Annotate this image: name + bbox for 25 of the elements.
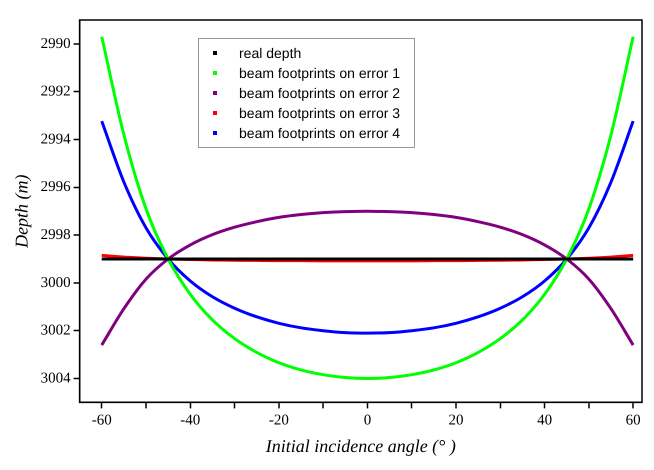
y-tick-label: 2990 <box>40 36 71 52</box>
legend-label: beam footprints on error 4 <box>239 124 400 143</box>
y-tick-label: 2996 <box>40 179 72 196</box>
y-tick-label: 3004 <box>40 370 72 386</box>
x-tick-label: 20 <box>448 412 464 428</box>
x-tick-label: 40 <box>537 412 552 428</box>
x-tick-label: -40 <box>180 412 200 428</box>
y-axis-title: Depth (m) <box>12 174 32 249</box>
y-tick-label: 2992 <box>40 84 71 100</box>
line-series <box>100 120 635 335</box>
x-tick-label: -20 <box>268 412 289 428</box>
x-tick-label: 60 <box>626 412 641 428</box>
legend-label: beam footprints on error 1 <box>239 64 400 83</box>
x-axis-title: Initial incidence angle (° ) <box>264 436 456 456</box>
y-tick-label: 2998 <box>40 227 71 244</box>
legend-label: beam footprints on error 3 <box>239 104 400 123</box>
x-tick-label: 0 <box>364 412 372 428</box>
y-tick-label: 3002 <box>40 322 71 339</box>
legend-label: beam footprints on error 2 <box>239 84 400 103</box>
x-tick-label: -60 <box>92 412 112 428</box>
line-series <box>100 210 635 347</box>
y-tick-label: 2994 <box>40 131 72 148</box>
y-tick-label: 3000 <box>40 274 71 291</box>
legend-label: real depth <box>239 44 302 63</box>
line-series <box>100 35 635 380</box>
